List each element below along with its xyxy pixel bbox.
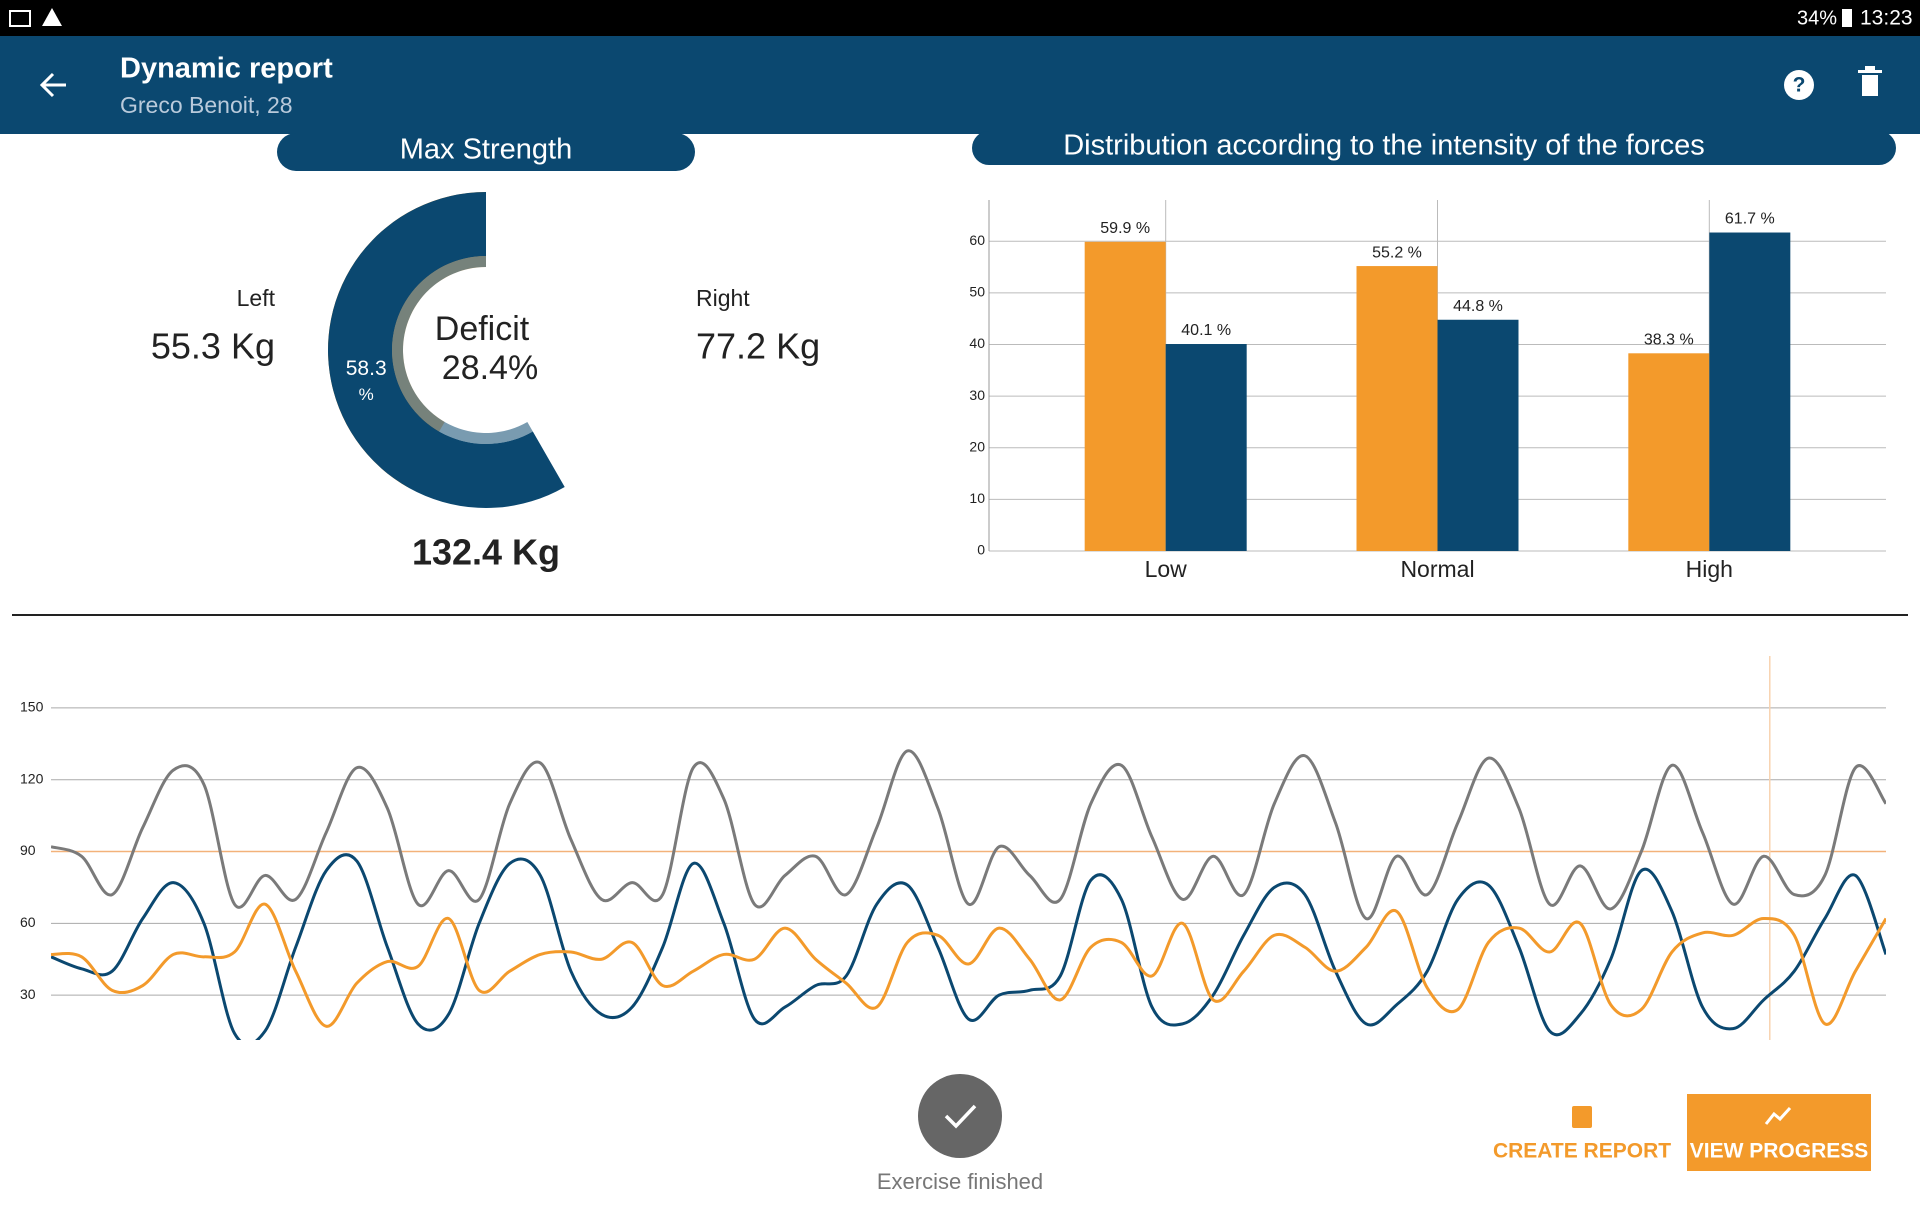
y-tick-label: 0 xyxy=(977,542,985,558)
bar-value-label: 55.2 % xyxy=(1372,244,1422,261)
left-label: Left xyxy=(237,285,276,311)
bar-value-label: 38.3 % xyxy=(1644,332,1694,349)
create-report-label[interactable]: CREATE REPORT xyxy=(1493,1140,1671,1163)
bar-title: Distribution according to the intensity … xyxy=(1063,130,1705,162)
svg-text:?: ? xyxy=(1793,74,1806,97)
y-tick-label: 30 xyxy=(969,387,985,403)
bar xyxy=(1356,266,1438,551)
title: Dynamic report xyxy=(120,53,333,85)
clock: 13:23 xyxy=(1860,7,1913,30)
finished-icon xyxy=(918,1074,1002,1158)
bar-value-label: 40.1 % xyxy=(1181,322,1231,339)
right-label: Right xyxy=(696,285,750,311)
bar-value-label: 44.8 % xyxy=(1453,298,1503,315)
slice-label: 58.3% xyxy=(346,357,387,405)
delete-button[interactable] xyxy=(1858,66,1882,96)
y-tick-label: 60 xyxy=(20,914,36,930)
series-line xyxy=(51,853,1886,1040)
create-report-button[interactable]: CREATE REPORT xyxy=(1493,1106,1671,1163)
help-button[interactable]: ? xyxy=(1784,70,1814,100)
bar-chart: 0 10 20 30 40 50 60 Low 59.9 % 40.1 % Normal 55.2 %… xyxy=(969,200,1886,582)
pie-chart: 41.7%58.3% xyxy=(327,192,565,509)
x-tick-label: Normal xyxy=(1400,556,1474,582)
app-bar xyxy=(0,36,1920,134)
pie-title: Max Strength xyxy=(400,134,572,166)
left-value: 55.3 Kg xyxy=(151,326,275,367)
y-tick-label: 90 xyxy=(20,842,36,858)
battery-text: 34% xyxy=(1797,7,1837,29)
back-button[interactable] xyxy=(39,72,66,98)
y-tick-label: 20 xyxy=(969,438,985,454)
bar xyxy=(1437,319,1519,551)
status-bar xyxy=(0,0,1920,36)
bar-value-label: 61.7 % xyxy=(1725,211,1775,228)
right-value: 77.2 Kg xyxy=(696,326,820,367)
deficit-label: Deficit xyxy=(435,310,530,348)
y-tick-label: 150 xyxy=(20,699,44,715)
bar xyxy=(1084,241,1166,551)
y-tick-label: 50 xyxy=(969,284,985,300)
pie-slice xyxy=(327,192,565,509)
view-progress-label[interactable]: VIEW PROGRESS xyxy=(1690,1140,1869,1163)
total: 132.4 Kg xyxy=(412,532,560,573)
y-tick-label: 60 xyxy=(969,232,985,248)
battery-icon xyxy=(1842,9,1852,27)
x-tick-label: High xyxy=(1686,556,1733,582)
subtitle: Greco Benoit, 28 xyxy=(120,92,293,118)
y-tick-label: 40 xyxy=(969,335,985,351)
image-icon xyxy=(9,10,31,27)
view-progress-button[interactable]: VIEW PROGRESS xyxy=(1687,1094,1871,1171)
series-line xyxy=(51,902,1886,1028)
bar xyxy=(1709,232,1791,552)
bar-value-label: 59.9 % xyxy=(1100,220,1150,237)
line-chart: 30 60 90 120 150 xyxy=(20,656,1886,1040)
series-line xyxy=(51,749,1886,921)
y-tick-label: 120 xyxy=(20,770,44,786)
warning-icon xyxy=(42,8,62,26)
bar-title-pill xyxy=(972,131,1896,165)
status-text: Exercise finished xyxy=(877,1169,1043,1194)
deficit-value: 28.4% xyxy=(442,349,538,387)
x-tick-label: Low xyxy=(1145,556,1188,582)
pie-title-pill xyxy=(277,133,695,171)
bar xyxy=(1628,353,1710,551)
y-tick-label: 30 xyxy=(20,986,36,1002)
y-tick-label: 10 xyxy=(969,490,985,506)
bar xyxy=(1165,344,1247,551)
check-mark xyxy=(944,1104,977,1129)
